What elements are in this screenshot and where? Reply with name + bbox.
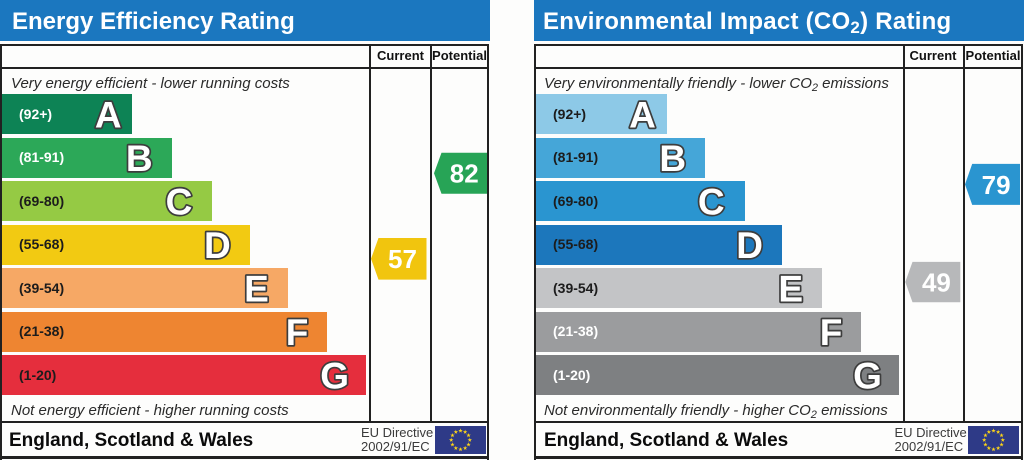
- svg-text:C: C: [166, 181, 193, 222]
- svg-text:G: G: [320, 355, 349, 396]
- svg-text:E: E: [244, 268, 269, 309]
- svg-text:B: B: [659, 138, 686, 179]
- svg-text:F: F: [286, 312, 309, 353]
- svg-text:C: C: [698, 181, 725, 222]
- svg-text:79: 79: [982, 170, 1011, 200]
- svg-text:82: 82: [450, 159, 479, 189]
- svg-text:57: 57: [388, 244, 417, 274]
- svg-text:A: A: [629, 94, 656, 135]
- svg-text:E: E: [778, 268, 803, 309]
- svg-text:G: G: [853, 355, 882, 396]
- svg-text:A: A: [95, 94, 122, 135]
- svg-text:D: D: [204, 225, 231, 266]
- svg-text:F: F: [820, 312, 843, 353]
- svg-text:B: B: [126, 138, 153, 179]
- svg-text:49: 49: [922, 267, 951, 297]
- svg-text:D: D: [736, 225, 763, 266]
